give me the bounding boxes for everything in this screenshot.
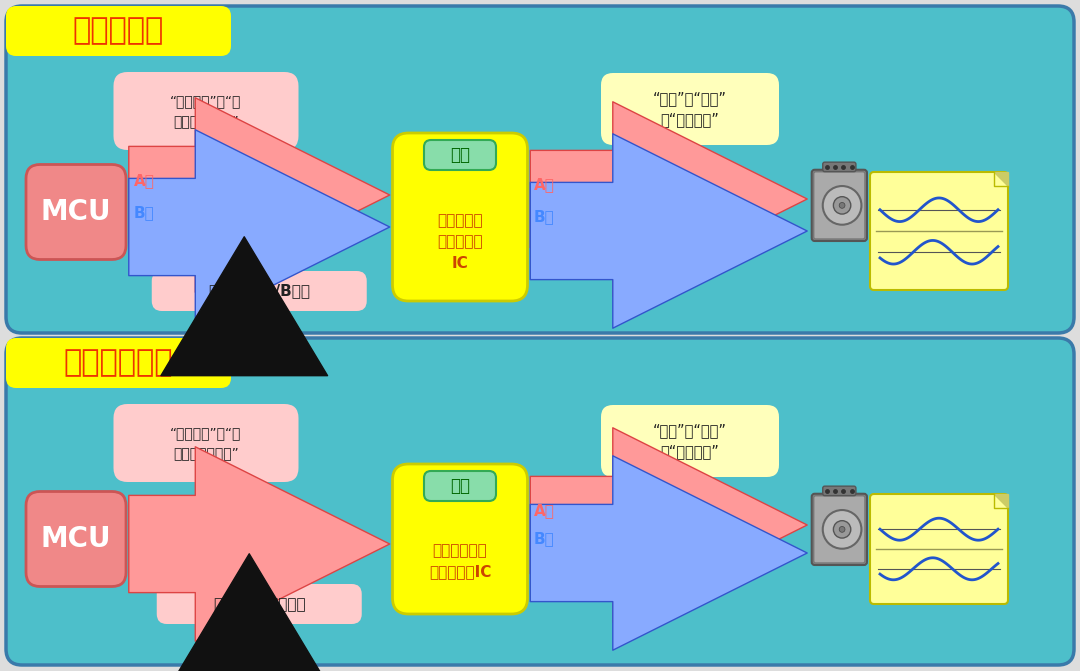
FancyBboxPatch shape <box>6 6 231 56</box>
FancyBboxPatch shape <box>870 172 1008 290</box>
FancyBboxPatch shape <box>424 471 496 501</box>
Text: A相: A相 <box>534 503 554 519</box>
Text: 输入: 输入 <box>450 477 470 495</box>
FancyBboxPatch shape <box>6 338 231 388</box>
Text: 时钟信号（1次输入）: 时钟信号（1次输入） <box>213 597 306 611</box>
FancyBboxPatch shape <box>6 6 1074 333</box>
FancyBboxPatch shape <box>424 140 496 170</box>
Text: MCU: MCU <box>41 525 111 553</box>
Text: “重复次数”和“一
个步距角的时间”: “重复次数”和“一 个步距角的时间” <box>171 94 242 127</box>
FancyBboxPatch shape <box>26 164 126 260</box>
FancyBboxPatch shape <box>113 404 298 482</box>
FancyBboxPatch shape <box>6 338 1074 665</box>
Text: 两类信号（A相/B相）: 两类信号（A相/B相） <box>208 284 310 299</box>
Circle shape <box>823 510 862 549</box>
Circle shape <box>839 527 845 532</box>
Circle shape <box>834 521 851 538</box>
Polygon shape <box>994 494 1008 508</box>
FancyBboxPatch shape <box>870 494 1008 604</box>
Circle shape <box>839 203 845 208</box>
FancyBboxPatch shape <box>813 172 865 239</box>
Text: 时钟输入电机
控制驱动器IC: 时钟输入电机 控制驱动器IC <box>429 543 491 579</box>
FancyBboxPatch shape <box>392 464 527 614</box>
Text: B相: B相 <box>134 205 154 221</box>
Text: MCU: MCU <box>41 198 111 226</box>
Text: A相: A相 <box>534 178 554 193</box>
FancyBboxPatch shape <box>392 133 527 301</box>
FancyBboxPatch shape <box>26 491 126 586</box>
Text: “重复次数”和“一
个步距角的时间”: “重复次数”和“一 个步距角的时间” <box>171 426 242 460</box>
FancyBboxPatch shape <box>600 73 779 145</box>
Text: B相: B相 <box>534 209 554 225</box>
Text: 输入: 输入 <box>450 146 470 164</box>
Text: 相输入电机
控制驱动器
IC: 相输入电机 控制驱动器 IC <box>437 213 483 270</box>
Circle shape <box>823 186 862 225</box>
Text: “方向”、“大小”
和“电流合成”: “方向”、“大小” 和“电流合成” <box>653 91 727 127</box>
FancyBboxPatch shape <box>157 584 362 624</box>
Circle shape <box>834 197 851 214</box>
FancyBboxPatch shape <box>152 271 367 311</box>
FancyBboxPatch shape <box>113 72 298 150</box>
FancyBboxPatch shape <box>600 405 779 477</box>
Text: A相: A相 <box>134 174 154 189</box>
FancyBboxPatch shape <box>813 496 865 563</box>
FancyBboxPatch shape <box>823 486 855 496</box>
Text: 相输入类型: 相输入类型 <box>72 17 164 46</box>
Text: 时钟输入类型: 时钟输入类型 <box>64 348 173 378</box>
Text: “方向”、“大小”
和“电流合成”: “方向”、“大小” 和“电流合成” <box>653 423 727 459</box>
Polygon shape <box>994 172 1008 186</box>
Text: B相: B相 <box>534 531 554 546</box>
FancyBboxPatch shape <box>823 162 855 172</box>
FancyBboxPatch shape <box>812 170 867 241</box>
FancyBboxPatch shape <box>812 494 867 565</box>
